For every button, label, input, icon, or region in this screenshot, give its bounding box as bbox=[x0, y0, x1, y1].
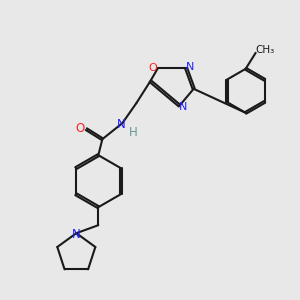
Text: O: O bbox=[148, 63, 157, 73]
Text: H: H bbox=[129, 126, 138, 139]
Text: N: N bbox=[179, 102, 188, 112]
Text: N: N bbox=[117, 118, 126, 131]
Text: N: N bbox=[186, 62, 194, 72]
Text: O: O bbox=[76, 122, 85, 135]
Text: N: N bbox=[72, 228, 81, 241]
Text: CH₃: CH₃ bbox=[255, 45, 274, 55]
